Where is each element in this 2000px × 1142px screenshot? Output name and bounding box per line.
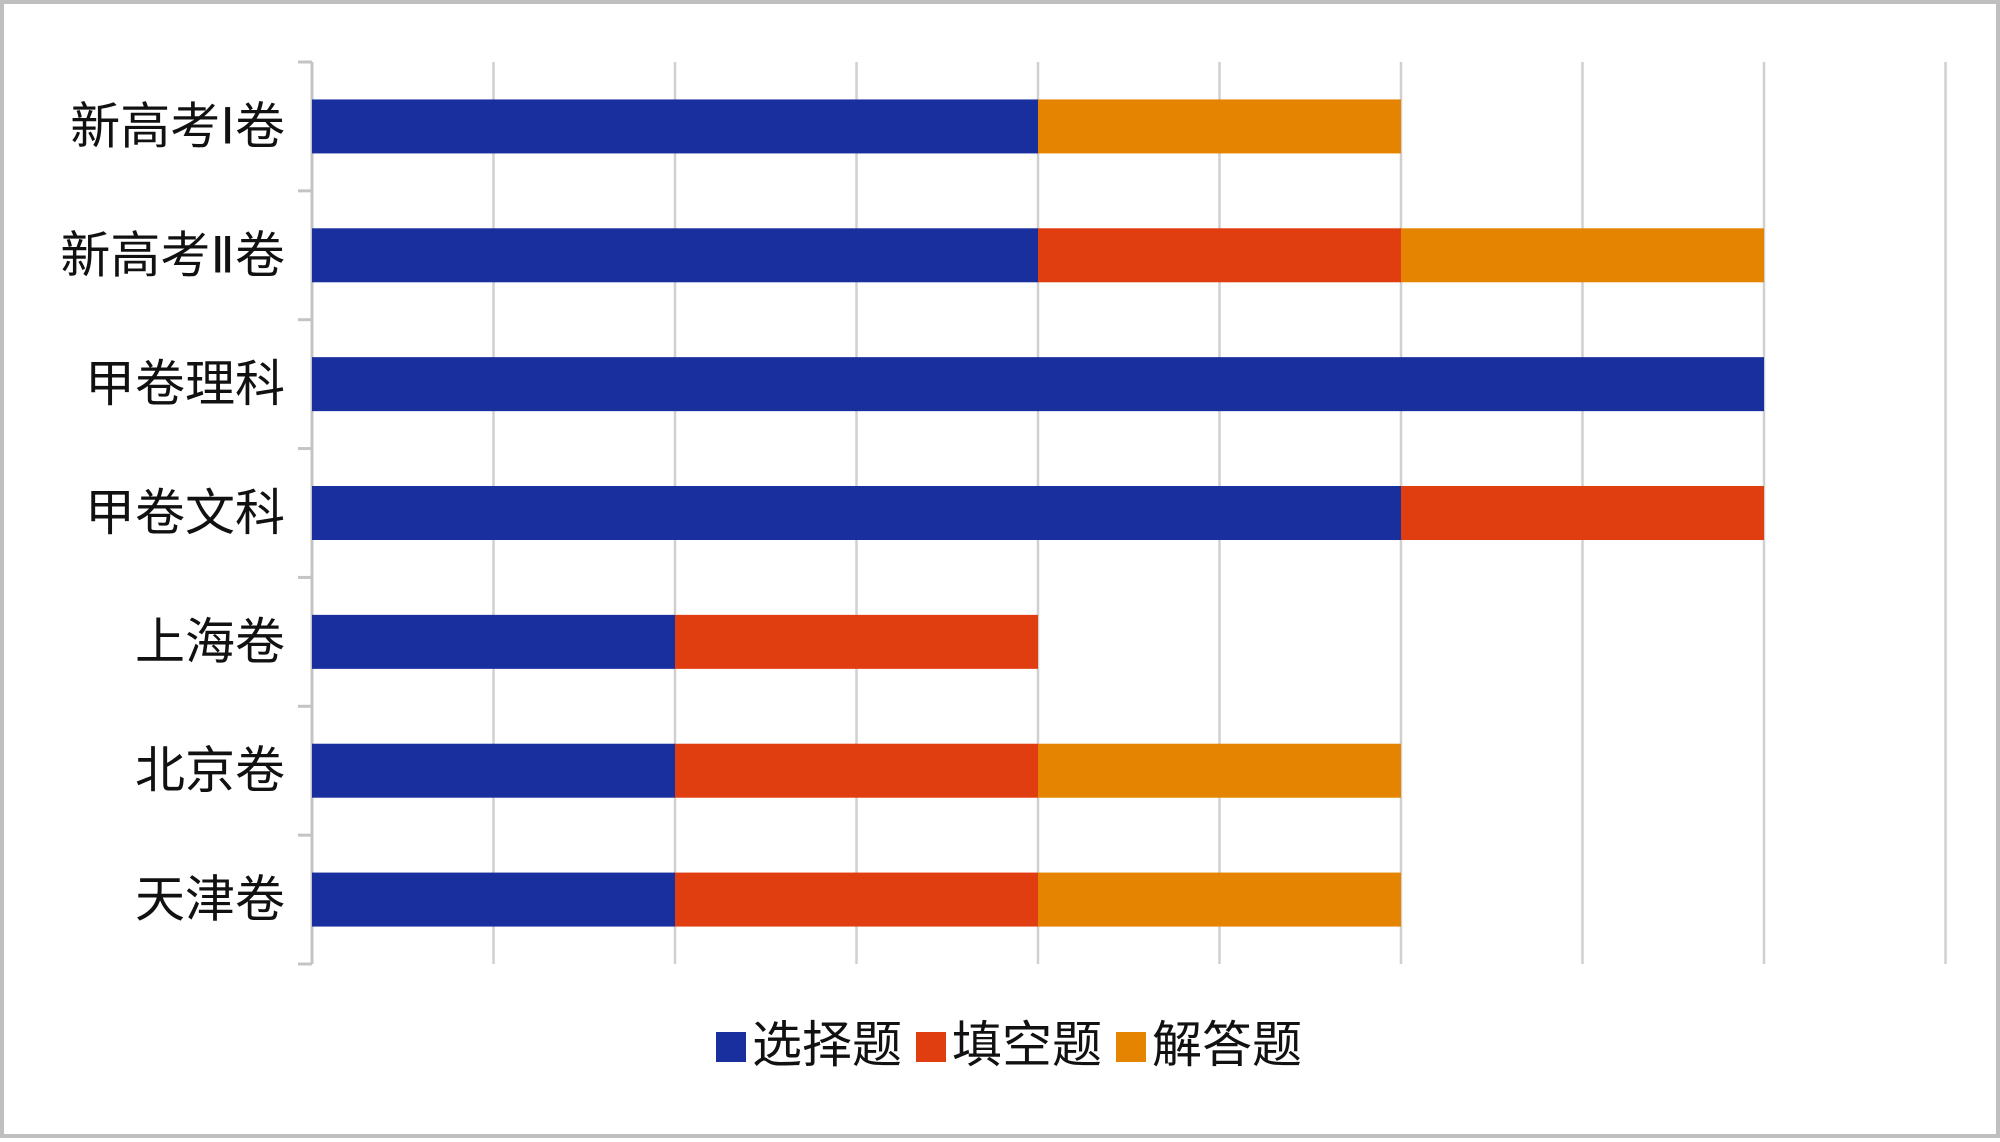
bar-segment	[1038, 872, 1401, 927]
bar-segment	[1401, 228, 1764, 283]
category-label: 新高考Ⅰ卷	[70, 97, 285, 155]
legend-swatch	[1116, 1032, 1146, 1062]
bar-segment	[312, 872, 675, 927]
bars	[312, 99, 1764, 927]
legend-swatch	[916, 1032, 946, 1062]
legend-swatch	[716, 1032, 746, 1062]
bar-segment	[312, 228, 1038, 283]
bar-segment	[675, 743, 1038, 798]
legend: 选择题 填空题 解答题	[716, 1016, 1302, 1074]
bar-segment	[312, 743, 675, 798]
category-label: 新高考Ⅱ卷	[60, 226, 285, 284]
category-label: 天津卷	[135, 871, 285, 929]
bar-segment	[312, 486, 1401, 540]
bar-segment	[1038, 99, 1401, 154]
bar-segment	[1401, 486, 1764, 540]
bar-segment	[1038, 743, 1401, 798]
legend-label: 选择题	[752, 1016, 902, 1074]
legend-label: 填空题	[952, 1016, 1102, 1074]
category-label: 北京卷	[135, 742, 285, 800]
bar-segment	[312, 99, 1038, 154]
bar-segment	[675, 872, 1038, 927]
category-label: 上海卷	[135, 613, 285, 671]
bar-segment	[675, 614, 1038, 669]
bar-segment	[312, 614, 675, 669]
bar-segment	[1038, 228, 1401, 283]
legend-label: 解答题	[1152, 1016, 1302, 1074]
category-label: 甲卷文科	[85, 484, 285, 542]
y-axis	[298, 60, 314, 966]
bar-segment	[312, 357, 1764, 412]
category-label: 甲卷理科	[85, 355, 285, 413]
